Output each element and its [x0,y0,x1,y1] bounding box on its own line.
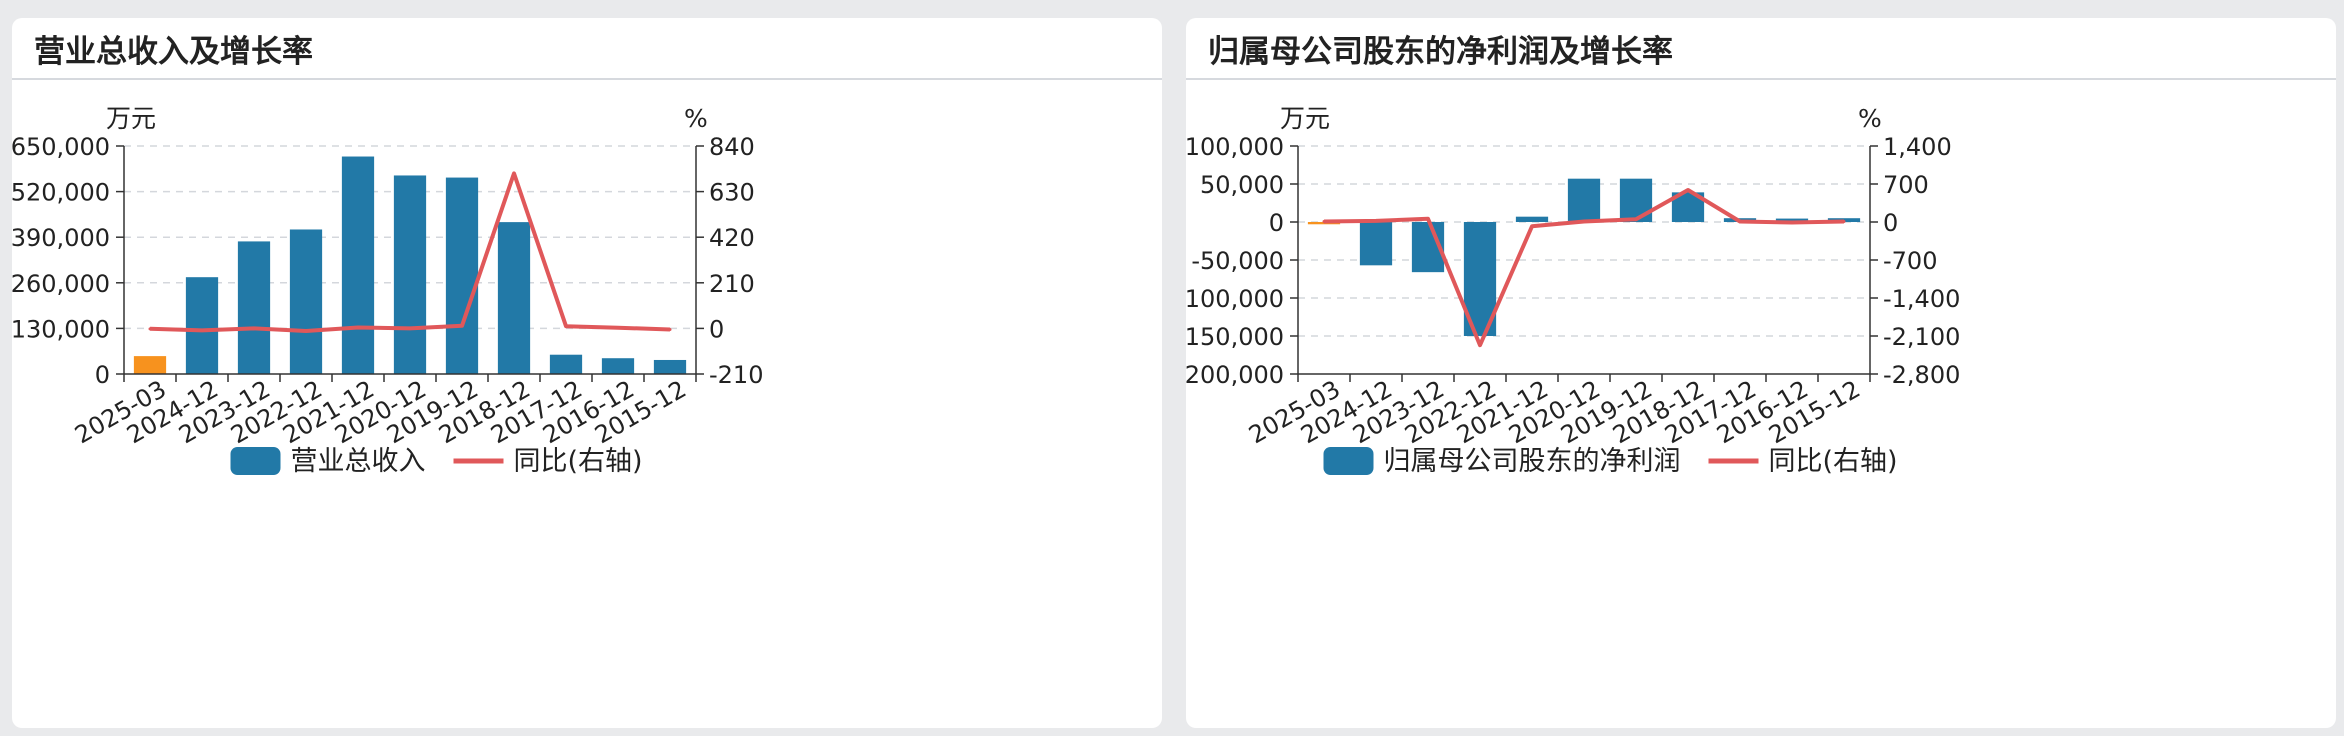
bar-2015-12 [653,359,687,374]
bar-2022-12 [289,229,323,374]
left-tick-label: 390,000 [12,224,110,252]
right-tick-label: 0 [1883,209,1898,237]
left-tick-label: 0 [1269,209,1284,237]
net-profit-panel-header: 归属母公司股东的净利润及增长率 [1186,18,2336,80]
yoy-point-2017-12 [1738,219,1742,223]
revenue-chart: 650,000 520,000 390,000 260,000 130,000 0 840 6… [12,104,763,477]
legend-line-label: 同比(右轴) [1769,446,1898,477]
yoy-point-2020-12 [408,326,412,330]
left-tick-label: -150,000 [1186,323,1284,351]
right-tick-label: -2,100 [1883,323,1960,351]
yoy-point-2021-12 [1530,224,1534,228]
yoy-point-2016-12 [616,326,620,330]
bar-2018-12 [497,222,531,374]
right-tick-label: 210 [709,270,755,298]
revenue-panel: 营业总收入及增长率 650,000 520,000 390,000 260,000 13… [12,18,1162,728]
net-profit-panel: 归属母公司股东的净利润及增长率 100,000 50,000 0 -50,000 -10… [1186,18,2336,728]
net-profit-panel-title: 归属母公司股东的净利润及增长率 [1208,33,1673,70]
legend-bar-label: 营业总收入 [291,446,426,477]
left-tick-label: 130,000 [12,315,110,343]
right-tick-label: -210 [709,361,763,389]
legend-bar-swatch [230,447,281,475]
bar-2023-12 [237,241,271,374]
yoy-point-2022-12 [1478,343,1482,347]
bar-2019-12 [1619,178,1653,222]
legend: 归属母公司股东的净利润 同比(右轴) [1323,446,1898,477]
yoy-point-2020-12 [1582,219,1586,223]
legend-bar-swatch [1323,447,1374,475]
bar-2025-03 [1307,222,1341,225]
bar-2017-12 [549,354,583,374]
bar-2021-12 [1515,216,1549,222]
yoy-point-2017-12 [564,324,568,328]
yoy-point-2021-12 [356,326,360,330]
left-tick-label: 650,000 [12,133,110,161]
right-tick-label: 840 [709,133,755,161]
right-tick-label: 1,400 [1883,133,1952,161]
bar-2025-03 [133,356,167,374]
right-tick-label: 630 [709,179,755,207]
bar-2024-12 [1359,222,1393,266]
left-tick-label: -100,000 [1186,285,1284,313]
bar-2020-12 [393,175,427,374]
bar-2020-12 [1567,178,1601,222]
yoy-point-2016-12 [1790,221,1794,225]
yoy-point-2022-12 [304,329,308,333]
yoy-point-2024-12 [1374,219,1378,223]
left-tick-label: 0 [95,361,110,389]
right-tick-label: -2,800 [1883,361,1960,389]
left-unit-label: 万元 [106,104,156,133]
revenue-panel-header: 营业总收入及增长率 [12,18,1162,80]
bar-2016-12 [1775,218,1809,222]
bar-2021-12 [341,156,375,374]
yoy-point-2019-12 [1634,217,1638,221]
right-tick-label: 420 [709,224,755,252]
left-tick-label: 260,000 [12,270,110,298]
bar-2019-12 [445,177,479,374]
yoy-point-2024-12 [200,328,204,332]
net-profit-chart: 100,000 50,000 0 -50,000 -100,000 -150,000 -20… [1186,104,1960,477]
revenue-panel-title: 营业总收入及增长率 [34,33,313,70]
yoy-point-2015-12 [1842,219,1846,223]
right-unit-label: % [684,104,708,133]
left-tick-label: 50,000 [1200,171,1284,199]
yoy-point-2025-03 [1322,219,1326,223]
yoy-point-2018-12 [1686,188,1690,192]
bar-2016-12 [601,358,635,374]
left-tick-label: -50,000 [1191,247,1284,275]
legend: 营业总收入 同比(右轴) [230,446,643,477]
yoy-point-2023-12 [1426,217,1430,221]
left-unit-label: 万元 [1280,104,1330,133]
left-tick-label: -200,000 [1186,361,1284,389]
left-tick-label: 520,000 [12,179,110,207]
yoy-point-2018-12 [512,171,516,175]
right-tick-label: 0 [709,315,724,343]
yoy-point-2025-03 [148,327,152,331]
left-tick-label: 100,000 [1186,133,1284,161]
legend-line-label: 同比(右轴) [514,446,643,477]
right-tick-label: -700 [1883,247,1937,275]
yoy-point-2019-12 [460,324,464,328]
bar-2024-12 [185,277,219,374]
yoy-point-2023-12 [252,326,256,330]
legend-bar-label: 归属母公司股东的净利润 [1384,446,1681,477]
right-tick-label: -1,400 [1883,285,1960,313]
right-unit-label: % [1858,104,1882,133]
yoy-point-2015-12 [668,327,672,331]
right-tick-label: 700 [1883,171,1929,199]
